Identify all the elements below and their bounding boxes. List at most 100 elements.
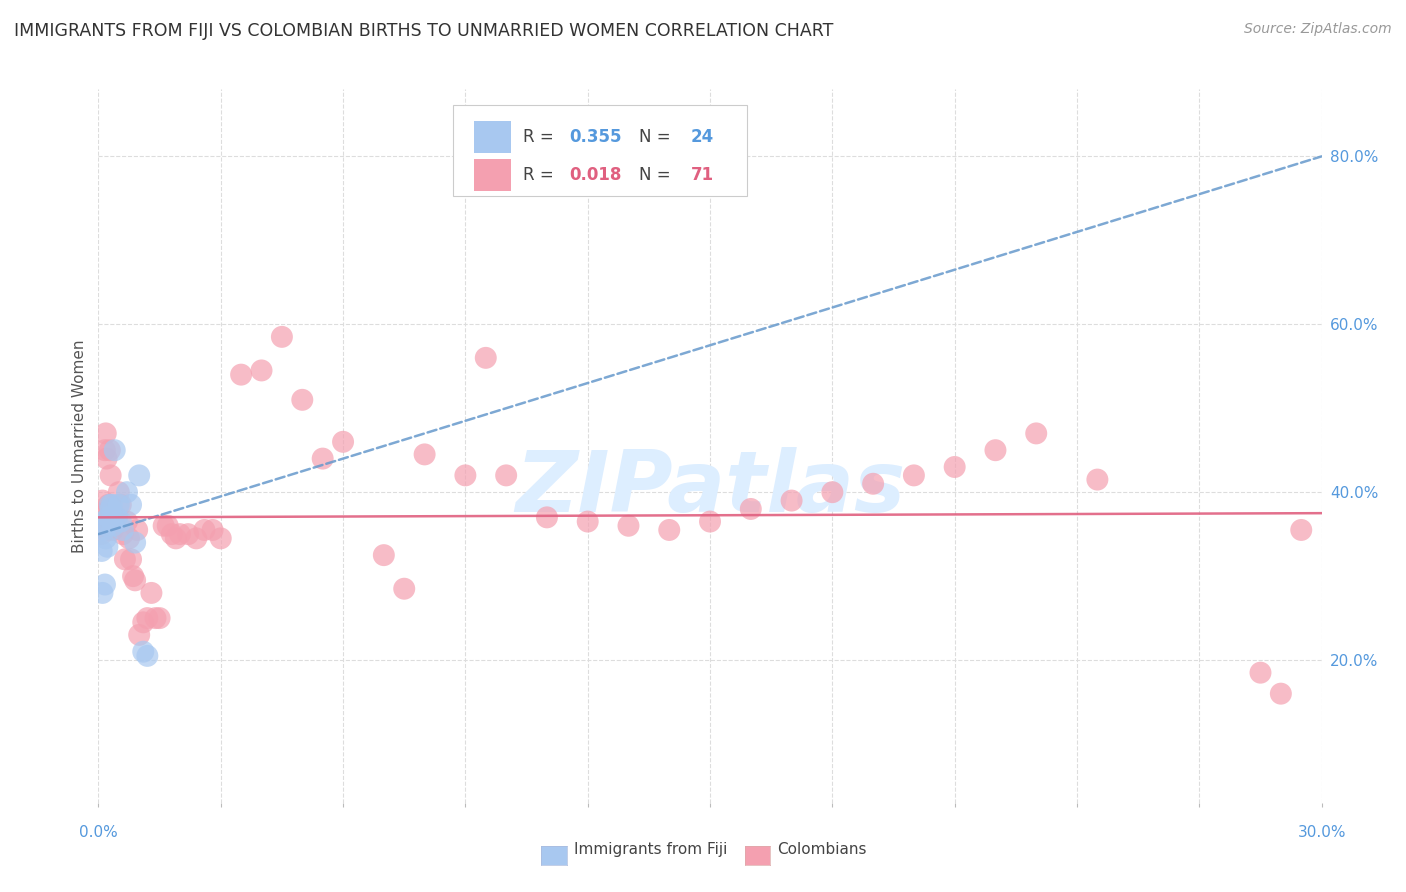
Point (93, 523, 115, 537)
Point (576, 515, 599, 529)
Point (169, 527, 191, 541)
Point (96, 518, 118, 533)
Point (658, 523, 681, 537)
Point (90, 527, 112, 541)
Point (1025, 426, 1047, 441)
Point (821, 485, 844, 500)
Text: 30.0%: 30.0% (1298, 825, 1346, 840)
Point (270, 330, 294, 344)
Point (193, 523, 215, 537)
Point (312, 451, 335, 466)
Point (291, 392, 314, 407)
Point (132, 645, 155, 659)
Point (98, 443, 121, 458)
Point (127, 523, 149, 537)
Text: 24: 24 (690, 128, 714, 146)
Point (332, 434, 354, 449)
Point (97, 510, 120, 524)
Point (120, 498, 142, 512)
Point (1249, 665, 1271, 680)
Point (740, 502, 762, 516)
Point (96, 451, 118, 466)
Point (1085, 473, 1108, 487)
Text: 0.0%: 0.0% (79, 825, 118, 840)
Point (231, 368, 253, 382)
Point (96, 523, 118, 537)
Point (91, 515, 114, 529)
Point (94, 577, 117, 591)
Point (105, 510, 128, 524)
FancyBboxPatch shape (453, 105, 747, 196)
Point (1270, 687, 1292, 701)
Point (160, 527, 183, 541)
Point (97, 498, 120, 512)
Point (132, 615, 155, 630)
Point (984, 443, 1007, 458)
Point (536, 510, 558, 524)
Point (209, 532, 232, 546)
Point (136, 611, 159, 625)
Point (114, 552, 136, 566)
Point (110, 515, 132, 529)
Point (115, 485, 138, 500)
Point (108, 485, 131, 500)
Point (156, 518, 179, 533)
Point (94, 443, 117, 458)
Y-axis label: Births to Unmarried Women: Births to Unmarried Women (72, 339, 87, 553)
Point (89, 515, 111, 529)
Point (101, 518, 124, 533)
Text: Colombians: Colombians (778, 842, 868, 856)
Point (136, 648, 159, 663)
Point (91, 493, 114, 508)
Point (94, 532, 117, 546)
Text: 0.355: 0.355 (569, 128, 621, 146)
Point (93, 518, 115, 533)
Point (98, 498, 121, 512)
Point (108, 498, 131, 512)
Point (145, 611, 167, 625)
Point (392, 582, 416, 596)
Point (454, 468, 477, 483)
Point (699, 515, 721, 529)
Text: ZIPatlas: ZIPatlas (515, 447, 905, 531)
Point (152, 518, 174, 533)
Point (111, 523, 134, 537)
Point (128, 468, 150, 483)
Point (122, 569, 145, 583)
Point (100, 468, 122, 483)
Point (474, 351, 498, 365)
Point (177, 527, 200, 541)
Point (111, 527, 134, 541)
Point (90, 544, 112, 558)
Text: Source: ZipAtlas.com: Source: ZipAtlas.com (1244, 22, 1392, 37)
Bar (474, 121, 510, 153)
Text: IMMIGRANTS FROM FIJI VS COLOMBIAN BIRTHS TO UNMARRIED WOMEN CORRELATION CHART: IMMIGRANTS FROM FIJI VS COLOMBIAN BIRTHS… (14, 22, 834, 40)
Point (780, 493, 803, 508)
Text: 0.018: 0.018 (569, 166, 621, 184)
Point (413, 447, 436, 461)
Point (903, 468, 925, 483)
Point (149, 611, 172, 625)
Point (141, 586, 163, 600)
Point (124, 574, 146, 588)
Point (862, 476, 884, 491)
Text: N =: N = (640, 166, 676, 184)
Point (495, 468, 517, 483)
Point (201, 523, 224, 537)
Text: 71: 71 (690, 166, 714, 184)
Point (91, 506, 114, 520)
Point (186, 532, 208, 546)
Point (104, 443, 127, 458)
Point (373, 548, 395, 562)
Point (101, 523, 124, 537)
Point (115, 515, 138, 529)
Point (165, 532, 187, 546)
Point (617, 518, 640, 533)
Text: R =: R = (523, 166, 558, 184)
Point (120, 552, 142, 566)
Point (110, 498, 132, 512)
Point (91, 586, 114, 600)
Text: N =: N = (640, 128, 676, 146)
Point (101, 498, 124, 512)
Point (128, 628, 150, 642)
